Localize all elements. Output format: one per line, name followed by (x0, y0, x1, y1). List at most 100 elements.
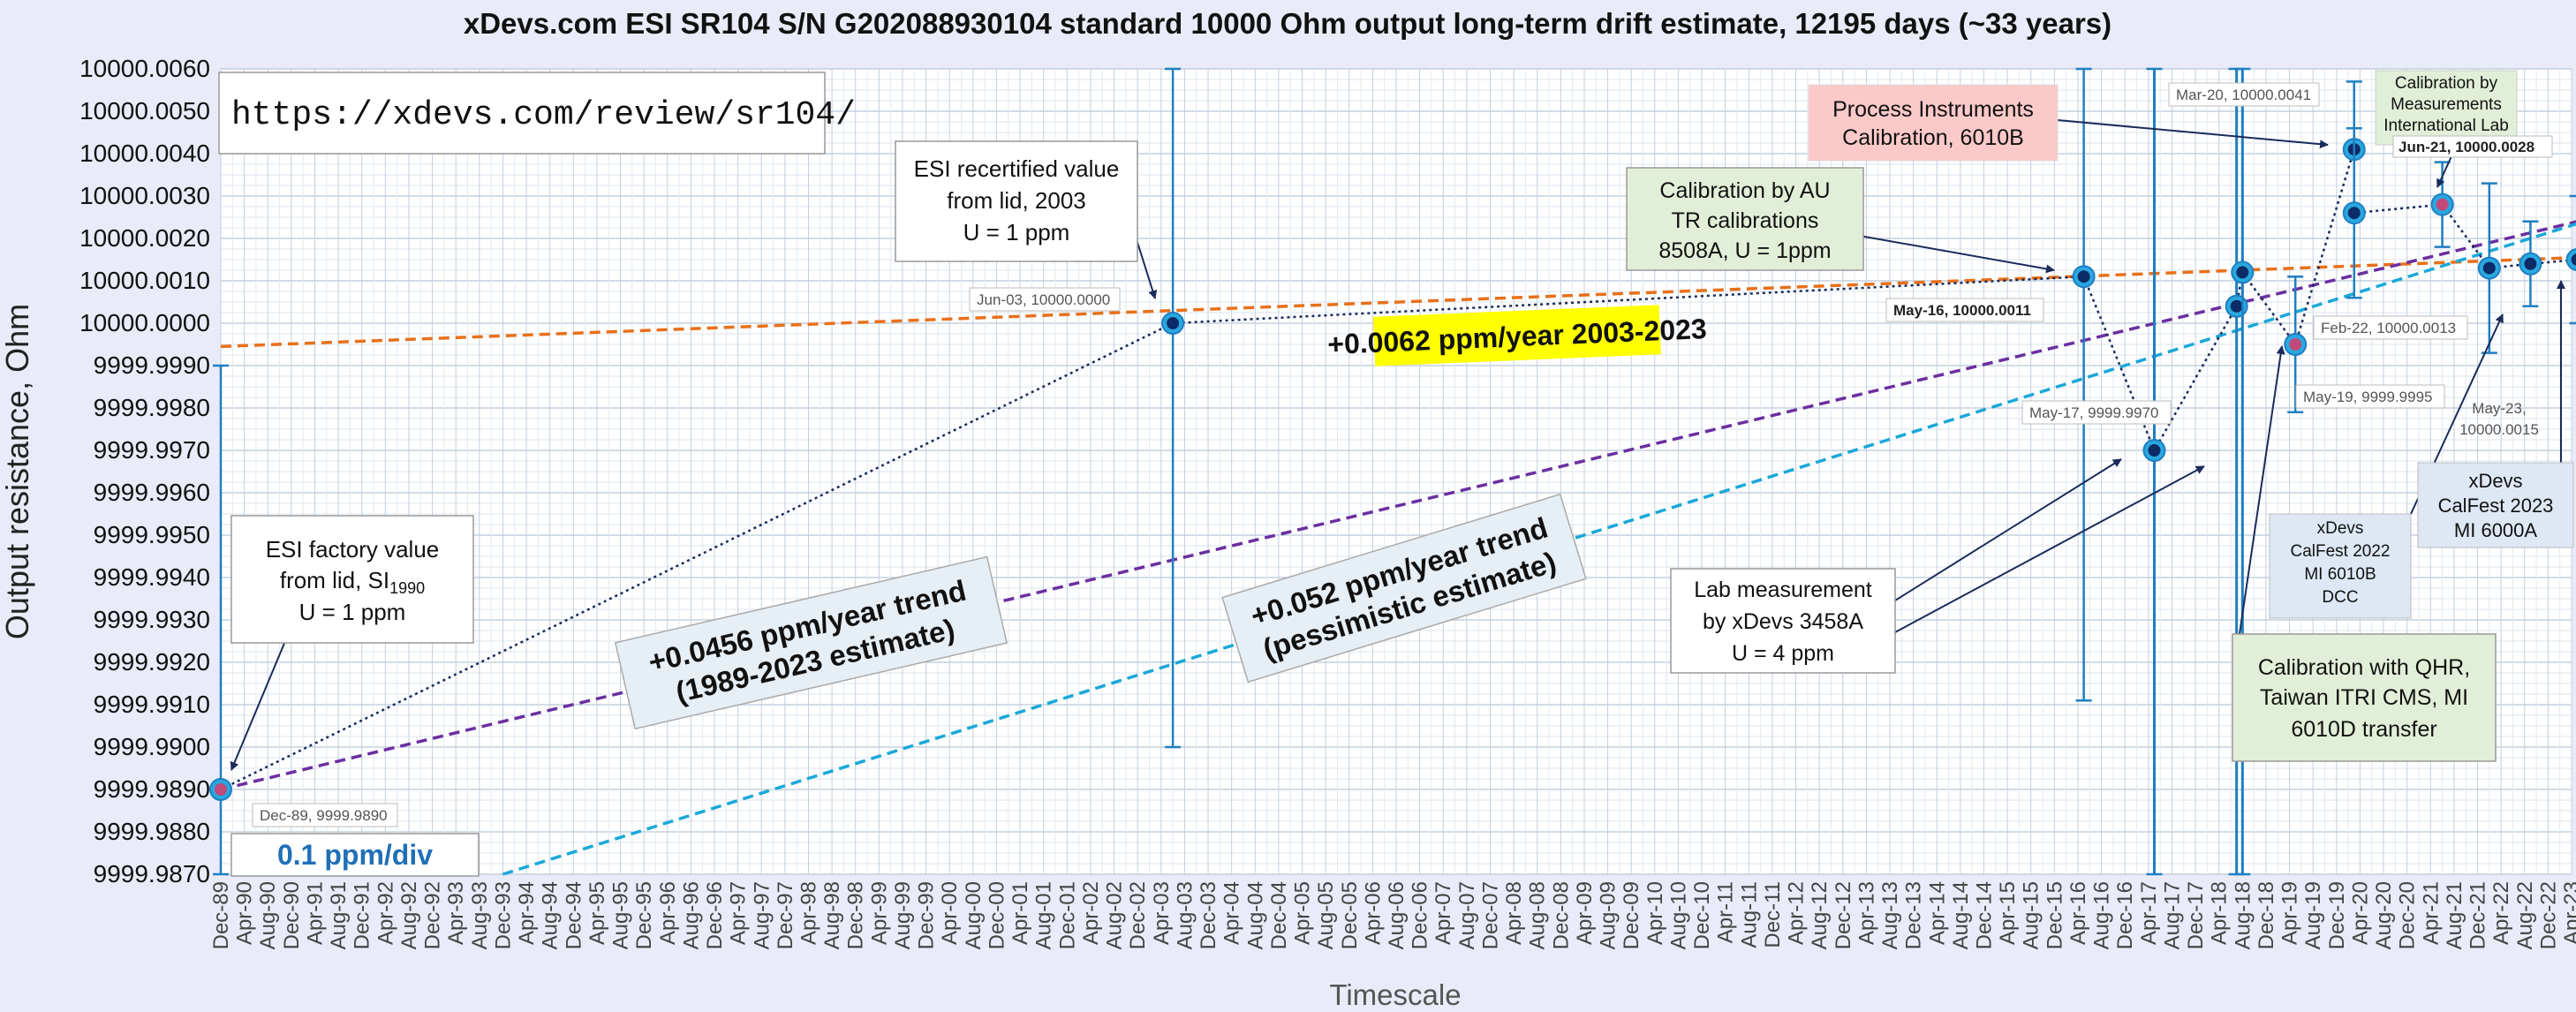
svg-text:Calibration by AU: Calibration by AU (1659, 178, 1830, 203)
trend-lines (220, 220, 2576, 876)
x-tick-label: Aug-93 (468, 881, 492, 949)
svg-text:from lid, 2003: from lid, 2003 (947, 187, 1086, 214)
x-tick-label: Aug-13 (1878, 881, 1902, 949)
chart-title: xDevs.com ESI SR104 S/N G202088930104 st… (464, 7, 2111, 40)
trend-line (502, 222, 2576, 876)
data-point (2077, 270, 2090, 283)
x-tick-label: Apr-11 (1714, 881, 1738, 943)
x-tick-label: Aug-96 (679, 881, 703, 949)
data-point (2571, 253, 2576, 266)
au-tr-callout: Calibration by AU TR calibrations 8508A,… (1626, 167, 2055, 274)
x-tick-label: Aug-17 (2160, 881, 2184, 949)
x-tick-label: Dec-02 (1126, 881, 1150, 949)
x-tick-label: Aug-94 (539, 881, 563, 949)
svg-text:10000.0015: 10000.0015 (2459, 421, 2539, 438)
y-tick-label: 9999.9950 (94, 521, 210, 548)
x-tick-label: Apr-92 (374, 881, 397, 945)
y-tick-labels: 9999.9870 9999.9880 9999.9890 9999.9900 9999… (79, 55, 210, 887)
y-tick-label: 9999.9930 (94, 606, 210, 633)
x-tick-label: Aug-00 (962, 881, 986, 949)
y-tick-label: 9999.9970 (94, 436, 210, 464)
y-tick-label: 9999.9900 (94, 733, 210, 760)
svg-text:xDevs: xDevs (2468, 470, 2522, 492)
qhr-callout: Calibration with QHR, Taiwan ITRI CMS, M… (2232, 345, 2497, 762)
x-tick-label: Dec-10 (1690, 881, 1714, 949)
trend-a-label: +0.0062 ppm/year 2003-2023 (1327, 305, 1707, 366)
data-point (2482, 261, 2496, 275)
y-tick-label: 10000.0010 (79, 267, 210, 294)
url-annotation: https://xdevs.com/review/sr104/ (218, 72, 856, 155)
x-tick-label: Dec-07 (1478, 881, 1502, 949)
x-tick-label: Apr-23 (2560, 881, 2576, 945)
x-tick-label: Apr-99 (867, 881, 891, 945)
x-tick-label: Dec-96 (703, 881, 727, 949)
svg-text:May-19, 9999.9995: May-19, 9999.9995 (2303, 389, 2433, 405)
x-tick-label: Aug-18 (2231, 881, 2255, 949)
x-tick-label: Dec-91 (351, 881, 374, 949)
x-tick-label: Dec-12 (1832, 881, 1855, 949)
svg-text:6010D transfer: 6010D transfer (2291, 717, 2436, 742)
x-tick-label: Dec-19 (2325, 881, 2349, 949)
x-tick-label: Aug-91 (327, 881, 351, 949)
x-tick-label: Apr-20 (2348, 881, 2372, 945)
x-tick-label: Dec-93 (491, 881, 515, 949)
y-tick-label: 9999.9890 (94, 775, 210, 803)
x-tick-label: Dec-22 (2536, 881, 2560, 949)
mil-callout: Calibration by Measurements Internationa… (2375, 70, 2518, 188)
x-tick-label: Apr-15 (1996, 881, 2020, 945)
x-tick-label: Dec-97 (774, 881, 797, 949)
svg-text:Calibration, 6010B: Calibration, 6010B (1842, 125, 2024, 150)
svg-text:U = 1 ppm: U = 1 ppm (963, 219, 1070, 245)
x-tick-label: Dec-21 (2466, 881, 2490, 949)
x-tick-label: Aug-12 (1808, 881, 1832, 949)
y-tick-label: 10000.0020 (79, 224, 210, 252)
x-tick-label: Dec-15 (2043, 881, 2066, 949)
x-tick-label: Apr-98 (797, 881, 821, 945)
x-tick-label: Aug-95 (609, 881, 633, 949)
x-tick-label: Apr-10 (1643, 881, 1667, 945)
svg-text:from lid, SI1990: from lid, SI1990 (280, 567, 425, 597)
y-tick-label: 9999.9940 (94, 563, 210, 591)
data-point (215, 783, 227, 796)
y-tick-label: 10000.0000 (79, 309, 210, 336)
svg-text:International Lab: International Lab (2383, 117, 2509, 135)
svg-text:May-17, 9999.9970: May-17, 9999.9970 (2029, 404, 2159, 421)
x-tick-label: Dec-90 (280, 881, 304, 949)
x-tick-label: Apr-90 (233, 881, 257, 945)
x-tick-label: Dec-98 (844, 881, 868, 949)
svg-text:U = 1 ppm: U = 1 ppm (299, 599, 406, 625)
data-point (2524, 257, 2537, 270)
x-tick-label: Aug-01 (1032, 881, 1056, 949)
x-tick-label: Dec-13 (1902, 881, 1926, 949)
y-tick-label: 9999.9980 (94, 394, 210, 421)
x-tick-label: Dec-05 (1338, 881, 1362, 949)
svg-text:0.1 ppm/div: 0.1 ppm/div (277, 839, 433, 871)
svg-text:ESI recertified value: ESI recertified value (914, 155, 1120, 182)
x-tick-label: Aug-99 (891, 881, 915, 949)
svg-text:https://xdevs.com/review/sr104: https://xdevs.com/review/sr104/ (231, 96, 856, 134)
x-tick-labels: Dec-89 Apr-90 Aug-90 Dec-90 Apr-91 Aug-91 Dec-… (209, 881, 2576, 949)
point-labels: Dec-89, 9999.9890 Jun-03, 10000.0000 May… (252, 82, 2553, 827)
x-tick-label: Dec-94 (562, 881, 585, 949)
x-tick-label: Apr-06 (1361, 881, 1385, 945)
trend-line (220, 255, 2576, 349)
x-tick-label: Apr-91 (303, 881, 327, 945)
grid (220, 68, 2572, 875)
x-tick-label: Apr-21 (2419, 881, 2443, 945)
svg-text:MI 6010B: MI 6010B (2304, 565, 2376, 584)
y-tick-label: 9999.9960 (94, 479, 210, 506)
lab-measurement-callout: Lab measurement by xDevs 3458A U = 4 ppm (1670, 458, 2205, 674)
svg-text:TR calibrations: TR calibrations (1672, 208, 1819, 233)
x-tick-label: Aug-97 (750, 881, 774, 949)
svg-text:MI 6000A: MI 6000A (2454, 519, 2537, 541)
y-tick-label: 9999.9990 (94, 351, 210, 379)
x-tick-label: Aug-05 (1314, 881, 1338, 949)
svg-text:Feb-22, 10000.0013: Feb-22, 10000.0013 (2321, 320, 2456, 336)
x-tick-label: Aug-11 (1737, 881, 1761, 948)
x-tick-label: Dec-89 (209, 881, 233, 949)
x-tick-label: Apr-05 (1291, 881, 1315, 945)
svg-text:Calibration with QHR,: Calibration with QHR, (2258, 655, 2470, 680)
x-tick-label: Apr-19 (2278, 881, 2302, 945)
x-tick-label: Dec-16 (2113, 881, 2137, 949)
